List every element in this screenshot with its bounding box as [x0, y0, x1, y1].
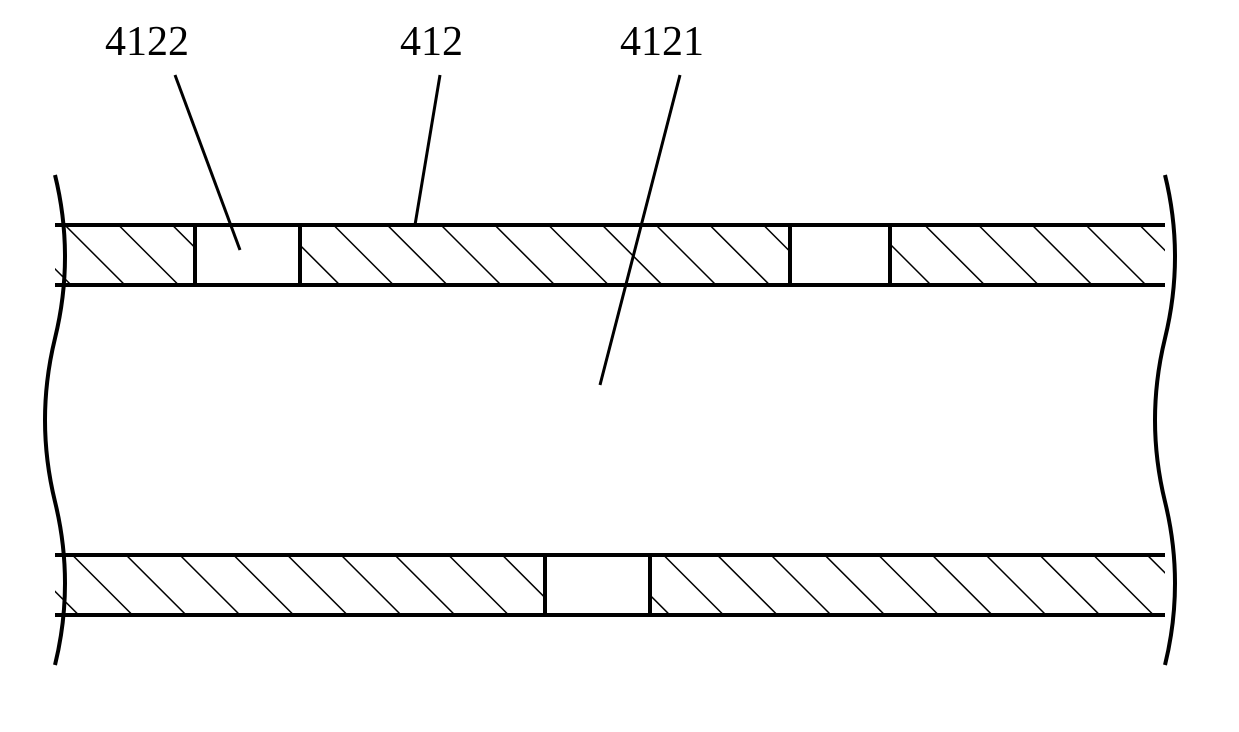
top-wall-hatched-segment [55, 225, 195, 285]
mask-right [1189, 0, 1239, 732]
bottom-wall-hatched-segment [55, 555, 545, 615]
break-lines [0, 0, 1239, 732]
top-wall-hatched-segment [300, 225, 790, 285]
label-412: 412 [400, 19, 463, 65]
label-412-leader [415, 75, 440, 225]
label-4121: 4121 [620, 19, 704, 65]
technical-drawing: 4122 412 4121 [0, 0, 1239, 732]
top-wall-hatched-segment [890, 225, 1165, 285]
mask-left [0, 0, 31, 732]
tube-walls [55, 225, 1165, 615]
bottom-wall-hatched-segment [650, 555, 1165, 615]
label-4122: 4122 [105, 19, 189, 65]
labels: 4122 412 4121 [105, 19, 704, 65]
